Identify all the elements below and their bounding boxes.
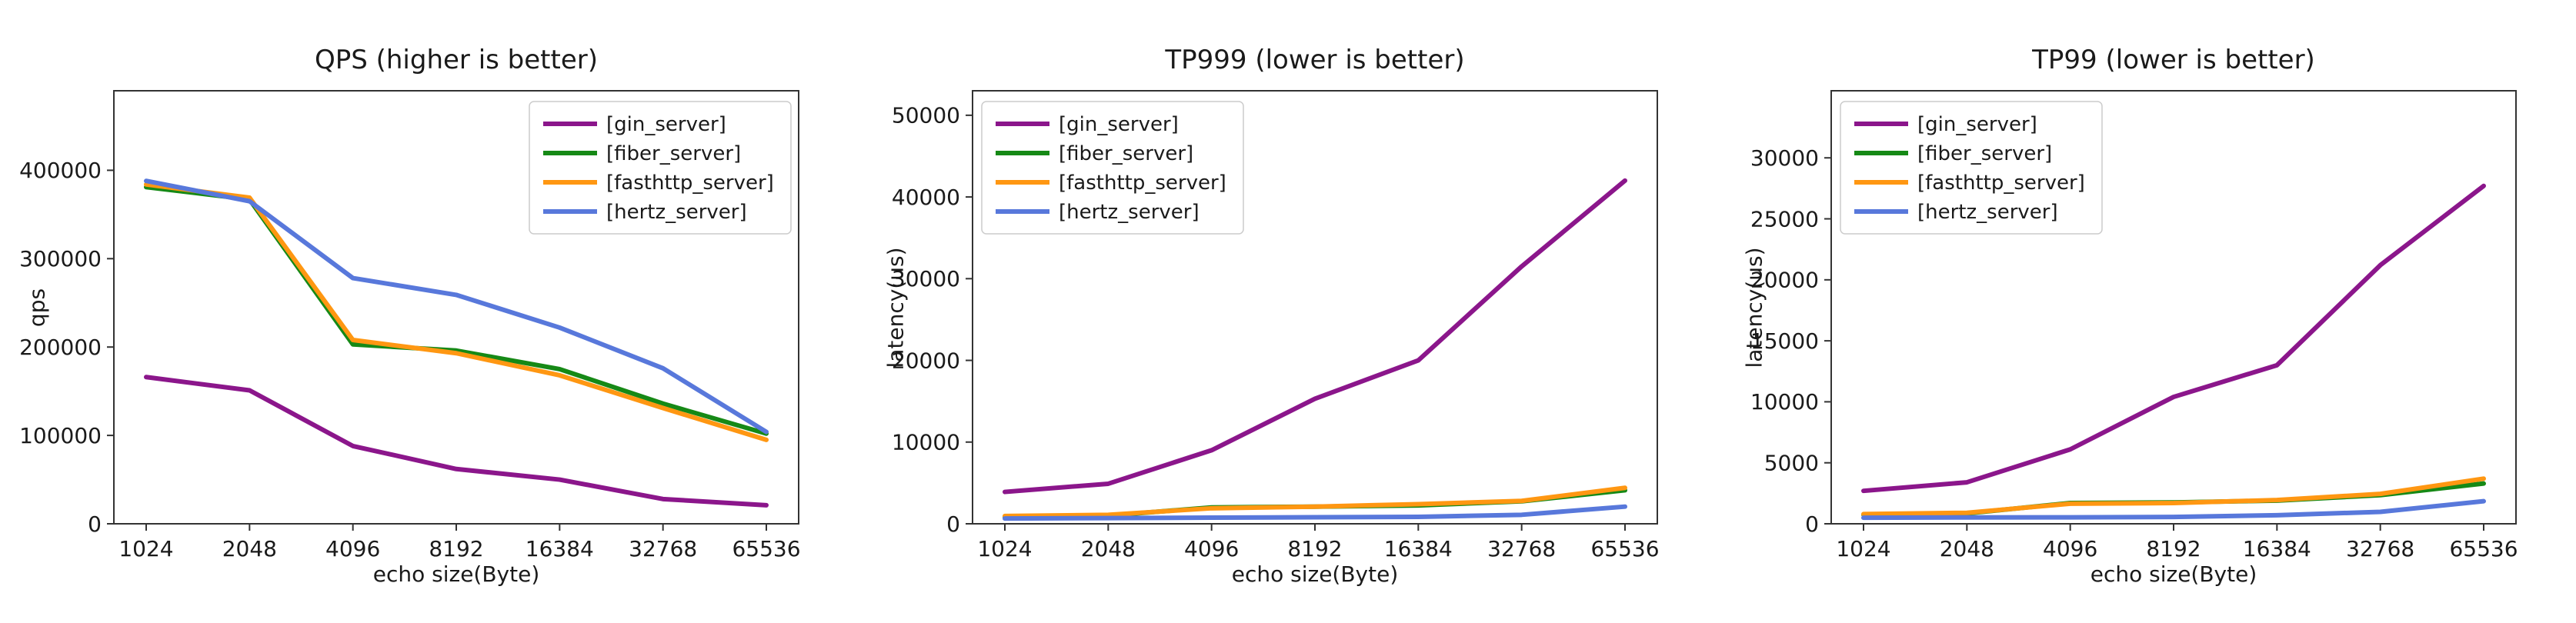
qps-chart: QPS (higher is better) qps 0 100000 200000… bbox=[0, 0, 859, 623]
legend-label: [gin_server] bbox=[1917, 113, 2037, 136]
y-tick-label: 10000 bbox=[892, 430, 960, 455]
chart-title: TP99 (lower is better) bbox=[2032, 45, 2315, 75]
x-axis-label: echo size(Byte) bbox=[372, 561, 540, 587]
legend-label: [fiber_server] bbox=[1917, 142, 2052, 165]
x-tick-label: 32768 bbox=[1487, 536, 1556, 561]
y-tick-label: 15000 bbox=[1750, 328, 1819, 354]
y-tick-label: 0 bbox=[88, 511, 102, 537]
y-tick-label: 300000 bbox=[19, 246, 102, 272]
tp99-plot-area: 0 5000 10000 15000 20000 25000 30000 1024 2048 40… bbox=[1750, 90, 2518, 561]
legend-label: [fasthttp_server] bbox=[1059, 172, 1226, 195]
x-tick-label: 1024 bbox=[118, 536, 173, 561]
series-line-gin_server bbox=[1003, 178, 1627, 495]
x-tick-label: 1024 bbox=[1836, 536, 1890, 561]
legend-label: [hertz_server] bbox=[1917, 201, 2058, 224]
y-tick-label: 400000 bbox=[19, 158, 102, 183]
x-tick-label: 2048 bbox=[222, 536, 277, 561]
series-line-fasthttp_server bbox=[144, 182, 769, 442]
x-tick-label: 4096 bbox=[1184, 536, 1239, 561]
y-tick-label: 20000 bbox=[1750, 268, 1819, 293]
y-tick-label: 50000 bbox=[892, 103, 960, 128]
x-tick-label: 65536 bbox=[732, 536, 800, 561]
legend-label: [fiber_server] bbox=[606, 142, 741, 165]
y-tick-label: 40000 bbox=[892, 185, 960, 210]
tp999-chart: TP999 (lower is better) latency(us) 0 100… bbox=[859, 0, 1717, 623]
legend-label: [gin_server] bbox=[606, 113, 726, 136]
legend-label: [fiber_server] bbox=[1059, 142, 1193, 165]
legend-label: [fasthttp_server] bbox=[1917, 172, 2085, 195]
qps-plot-area: 0 100000 200000 300000 400000 1024 2048 4096 819… bbox=[19, 90, 801, 561]
chart-title: TP999 (lower is better) bbox=[1165, 45, 1465, 75]
x-tick-label: 32768 bbox=[629, 536, 697, 561]
y-tick-label: 25000 bbox=[1750, 206, 1819, 232]
x-tick-label: 32768 bbox=[2346, 536, 2414, 561]
y-tick-label: 100000 bbox=[19, 423, 102, 448]
chart-title: QPS (higher is better) bbox=[314, 45, 599, 75]
legend-label: [hertz_server] bbox=[1059, 201, 1200, 224]
x-tick-label: 8192 bbox=[429, 536, 483, 561]
y-tick-label: 200000 bbox=[19, 335, 102, 360]
legend-box bbox=[981, 101, 1244, 235]
x-tick-label: 65536 bbox=[1590, 536, 1659, 561]
tp999-plot-area: 0 10000 20000 30000 40000 50000 1024 2048 4096 81… bbox=[892, 90, 1660, 561]
x-tick-label: 1024 bbox=[977, 536, 1032, 561]
series-line-gin_server bbox=[144, 375, 769, 508]
y-tick-label: 5000 bbox=[1764, 451, 1819, 476]
tp99-chart: TP99 (lower is better) latency(us) 0 5000… bbox=[1717, 0, 2576, 623]
series-line-fasthttp_server bbox=[1003, 485, 1627, 518]
x-tick-label: 65536 bbox=[2449, 536, 2518, 561]
x-tick-label: 8192 bbox=[1287, 536, 1342, 561]
legend-box bbox=[1840, 101, 2103, 235]
y-tick-label: 30000 bbox=[1750, 145, 1819, 171]
series-line-hertz_server bbox=[1861, 498, 2486, 521]
x-axis-label: echo size(Byte) bbox=[2090, 561, 2257, 587]
y-tick-label: 0 bbox=[946, 511, 960, 537]
series-line-fasthttp_server bbox=[1861, 476, 2486, 517]
x-tick-label: 4096 bbox=[2043, 536, 2097, 561]
legend-box bbox=[529, 101, 792, 235]
legend-label: [gin_server] bbox=[1059, 113, 1179, 136]
x-tick-label: 2048 bbox=[1940, 536, 1994, 561]
series-line-gin_server bbox=[1861, 183, 2486, 494]
x-axis-label: echo size(Byte) bbox=[1231, 561, 1399, 587]
x-tick-label: 4096 bbox=[325, 536, 380, 561]
x-tick-label: 16384 bbox=[1384, 536, 1453, 561]
series-line-hertz_server bbox=[144, 178, 769, 435]
series-line-hertz_server bbox=[1003, 504, 1627, 521]
x-tick-label: 16384 bbox=[2243, 536, 2311, 561]
y-tick-label: 0 bbox=[1805, 511, 1819, 537]
legend-label: [fasthttp_server] bbox=[606, 172, 774, 195]
legend-label: [hertz_server] bbox=[606, 201, 747, 224]
y-tick-label: 10000 bbox=[1750, 389, 1819, 415]
y-tick-label: 30000 bbox=[892, 266, 960, 292]
x-tick-label: 16384 bbox=[526, 536, 594, 561]
x-tick-label: 2048 bbox=[1081, 536, 1136, 561]
y-tick-label: 20000 bbox=[892, 348, 960, 373]
x-tick-label: 8192 bbox=[2146, 536, 2201, 561]
